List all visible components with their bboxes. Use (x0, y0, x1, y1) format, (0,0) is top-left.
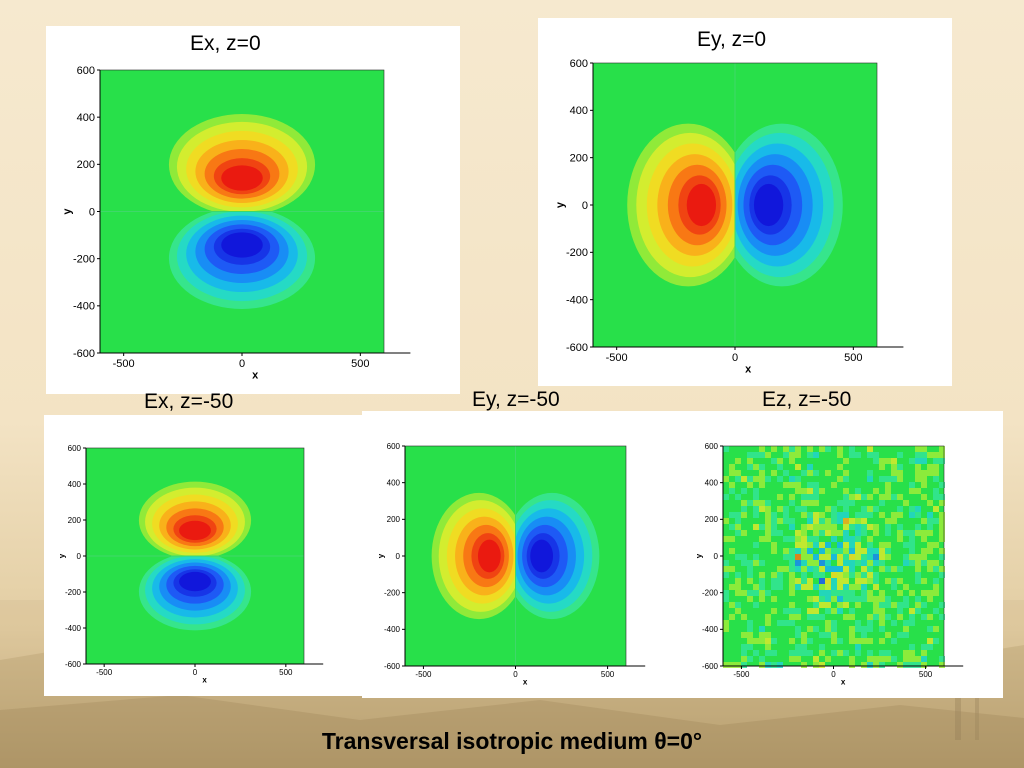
plot-title: Ey, z=-50 (472, 388, 560, 411)
plot-title: Ex, z=0 (190, 32, 261, 55)
plot-panel-ex-z-50 (44, 415, 362, 696)
plot-title: Ex, z=-50 (144, 390, 234, 413)
slide-caption: Transversal isotropic medium θ=0° (321, 728, 703, 754)
plot-title: Ez, z=-50 (762, 388, 852, 411)
plot-title: Ey, z=0 (697, 28, 767, 51)
plot-panel-ey-z0 (538, 18, 952, 386)
plot-panel-z-50-right (362, 411, 1003, 698)
plot-panel-ex-z0 (46, 26, 460, 394)
